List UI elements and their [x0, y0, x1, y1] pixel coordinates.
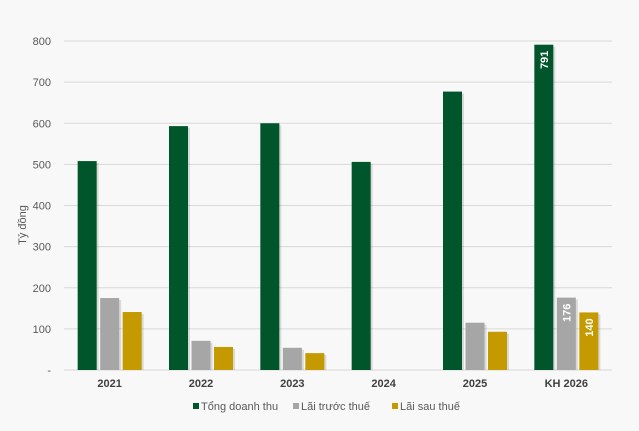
y-tick-label: -	[47, 365, 51, 377]
bar	[282, 347, 302, 370]
x-tick-label: KH 2026	[545, 378, 588, 390]
data-label: 176	[561, 304, 573, 322]
y-tick-label: 200	[33, 283, 51, 295]
bar	[305, 353, 325, 370]
bar	[534, 44, 554, 371]
bar	[351, 161, 371, 370]
y-tick-label: 100	[33, 324, 51, 336]
x-axis-ticks: 2021 2022 2023 2024 2025 KH 2026	[97, 378, 588, 390]
y-axis-ticks: - 100 200 300 400 500 600 700 800	[33, 36, 52, 377]
x-tick-label: 2023	[280, 378, 304, 390]
bar	[77, 161, 97, 370]
data-label: 791	[539, 51, 551, 69]
legend-swatch	[193, 403, 199, 409]
y-tick-label: 400	[33, 201, 51, 213]
x-tick-label: 2024	[371, 378, 396, 390]
bar	[465, 322, 485, 370]
y-axis-label: Tỷ đồng	[17, 205, 29, 245]
bar	[260, 123, 280, 370]
data-label: 140	[584, 318, 596, 336]
legend: Tổng doanh thu Lãi trước thuế Lãi sau thuế	[193, 401, 460, 413]
bar	[191, 340, 211, 370]
y-tick-label: 500	[33, 159, 51, 171]
bar	[556, 297, 576, 370]
legend-label: Lãi trước thuế	[301, 401, 370, 413]
legend-swatch	[392, 403, 398, 409]
bar	[488, 331, 507, 370]
bar	[122, 312, 142, 370]
bar	[214, 346, 233, 370]
y-tick-label: 800	[33, 36, 51, 48]
legend-swatch	[293, 403, 299, 409]
gridlines	[64, 40, 612, 371]
bar	[443, 91, 462, 371]
x-tick-label: 2021	[97, 378, 121, 390]
bar	[579, 312, 599, 370]
x-tick-label: 2025	[463, 378, 487, 390]
x-tick-label: 2022	[189, 378, 213, 390]
y-tick-label: 700	[33, 77, 51, 89]
bar	[100, 298, 120, 370]
legend-label: Tổng doanh thu	[201, 401, 278, 413]
y-tick-label: 300	[33, 242, 51, 254]
y-tick-label: 600	[33, 118, 51, 130]
bars: 791 176 140	[77, 44, 601, 371]
legend-label: Lãi sau thuế	[400, 401, 460, 413]
bar	[169, 126, 188, 370]
